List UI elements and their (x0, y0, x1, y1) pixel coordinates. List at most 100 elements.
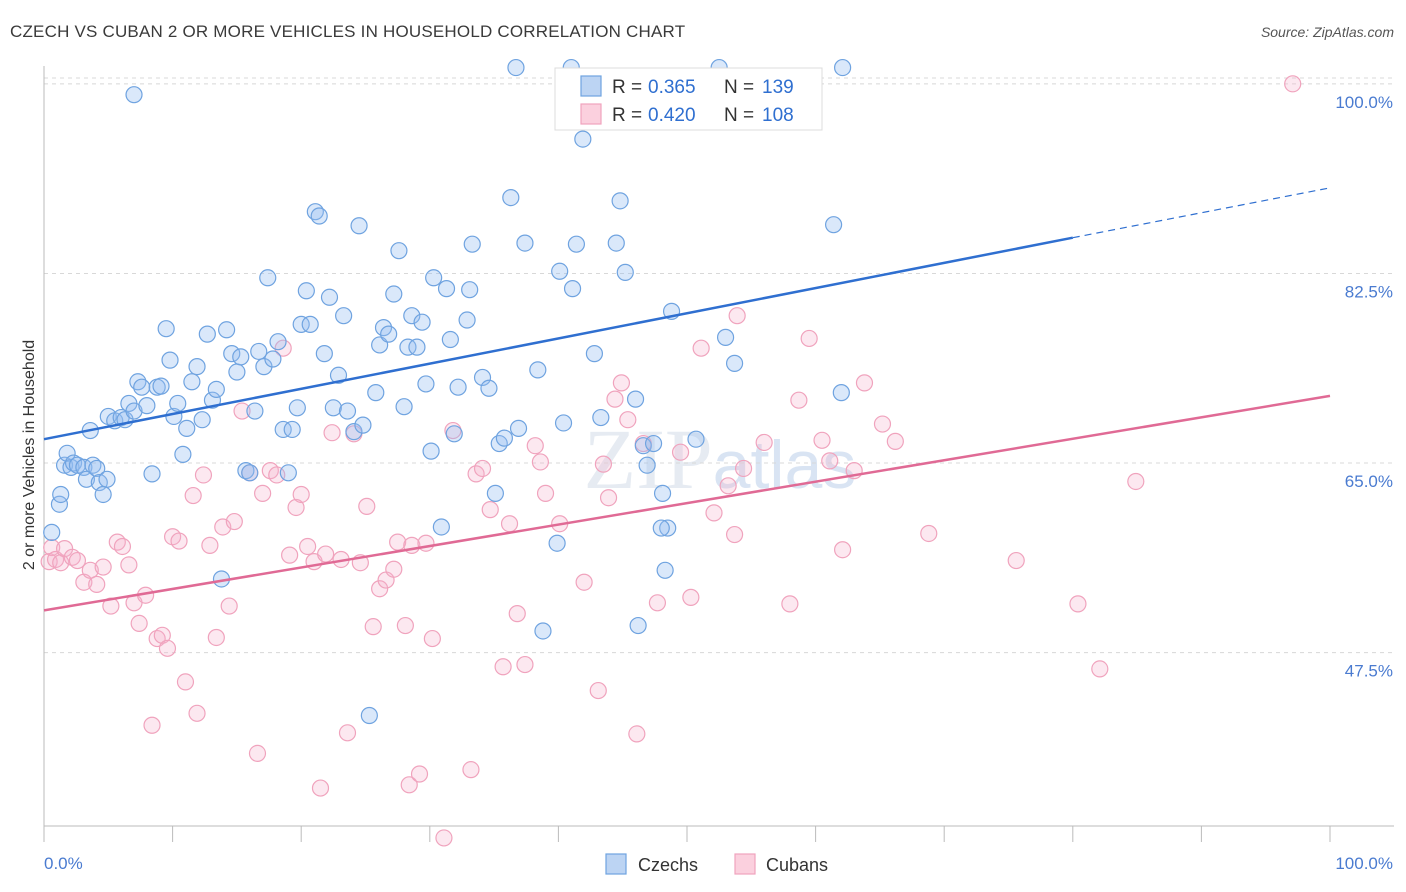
cuban-point (281, 546, 299, 564)
czech-point (138, 397, 156, 415)
czech-point (634, 437, 652, 455)
czech-point (629, 616, 647, 635)
cuban-point (692, 339, 710, 357)
cuban-point (254, 484, 272, 502)
chart-title: CZECH VS CUBAN 2 OR MORE VEHICLES IN HOU… (10, 22, 686, 41)
czech-point (288, 399, 306, 417)
czech-point (88, 459, 106, 478)
legend-cuban-swatch (580, 103, 602, 125)
cuban-point (292, 485, 310, 504)
czech-point (529, 361, 547, 379)
cuban-point (81, 561, 99, 579)
cuban-point (589, 681, 607, 700)
czech-point (310, 207, 328, 225)
cuban-point (338, 724, 357, 742)
czech-point (301, 315, 319, 333)
czech-point (98, 470, 116, 488)
y-tick-label: 82.5% (1345, 282, 1393, 301)
czech-point (425, 269, 443, 287)
cuban-point (834, 541, 852, 559)
czech-point (638, 456, 656, 474)
legend-r-label-2: R = (612, 105, 642, 126)
czech-point (335, 307, 353, 325)
czech-point (297, 282, 315, 300)
cuban-point (225, 512, 243, 531)
czech-point (463, 235, 481, 253)
czech-point (315, 345, 333, 363)
cuban-point (201, 536, 219, 554)
czech-point (516, 234, 534, 252)
cuban-point (423, 629, 441, 648)
czech-point (461, 281, 479, 299)
cuban-point (648, 594, 667, 612)
legend-r-value-2: 0.420 (648, 105, 696, 126)
cuban-point (63, 548, 81, 566)
czech-point (58, 444, 76, 462)
czech-point (408, 338, 426, 356)
cuban-point (790, 391, 808, 409)
y-tick-label: 47.5% (1345, 662, 1393, 681)
legend-n-label-1: N = (724, 77, 754, 98)
cuban-point (170, 532, 188, 550)
legend: R = 0.365 N = 139 R = 0.420 N = 108 (554, 67, 823, 131)
cuban-point (1007, 551, 1025, 570)
czech-point (449, 378, 467, 396)
czech-point (592, 408, 610, 427)
czech-point (169, 394, 187, 413)
czech-point (659, 519, 677, 537)
cuban-point (473, 459, 492, 478)
czech-point (320, 288, 339, 306)
cuban-point (143, 716, 161, 734)
czech-point (725, 354, 744, 372)
czech-point (223, 345, 241, 363)
cuban-point (400, 776, 418, 794)
czech-point (422, 442, 440, 460)
cuban-point (682, 588, 700, 606)
czech-point (43, 523, 61, 541)
cuban-point (1091, 660, 1109, 678)
cuban-point (248, 744, 267, 763)
bottom-legend: Czechs Cubans (605, 853, 828, 875)
cuban-point (311, 779, 330, 797)
czech-point (502, 188, 520, 207)
cuban-point (88, 575, 106, 593)
czech-point (350, 217, 368, 235)
czech-point (183, 373, 201, 391)
cuban-point (410, 765, 429, 783)
czech-point (264, 350, 282, 368)
cuban-point (500, 515, 519, 533)
cuban-trend-line (43, 394, 1331, 612)
czech-point (509, 419, 528, 437)
czech-point (188, 358, 206, 376)
grid-lines (44, 77, 1394, 654)
cuban-point (920, 524, 938, 543)
czech-point (445, 425, 463, 443)
czech-point (551, 262, 569, 280)
cuban-point (508, 605, 526, 623)
cuban-point (371, 580, 389, 598)
bottom-legend-cubans: Cubans (766, 855, 828, 875)
czech-point (152, 377, 170, 395)
cuban-point (323, 424, 341, 442)
czech-point (652, 519, 670, 537)
cuban-point (594, 455, 613, 473)
czech-point (292, 315, 310, 333)
cuban-point (800, 329, 818, 348)
czech-point (653, 484, 672, 502)
cuban-point (719, 477, 737, 495)
cuban-point (671, 443, 690, 461)
czech-point (567, 235, 586, 253)
czech-point (441, 330, 459, 349)
czech-point (345, 423, 363, 441)
cuban-point (606, 390, 624, 408)
czech-point (585, 345, 604, 363)
czech-point (607, 234, 625, 252)
x-tick-label: 100.0% (1335, 854, 1393, 873)
czech-point (354, 416, 372, 434)
czech-point (458, 311, 476, 329)
czech-point (432, 518, 450, 536)
czech-point (269, 333, 287, 351)
cuban-point (1284, 75, 1302, 93)
czech-point (178, 419, 196, 437)
